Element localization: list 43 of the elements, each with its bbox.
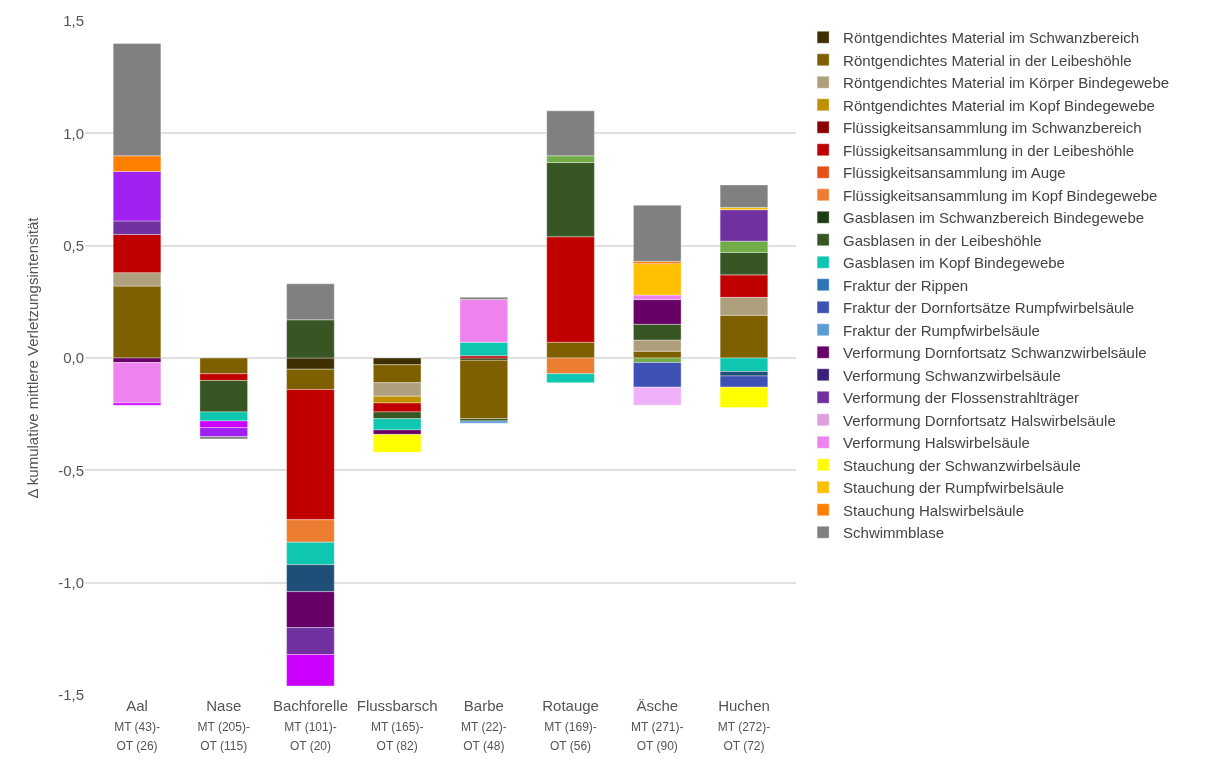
- y-tick-label: -1,5: [58, 686, 84, 704]
- x-tick-label: Rotauge MT (169)- OT (56): [542, 697, 599, 753]
- legend-label: Verformung der Flossenstrahlträger: [843, 389, 1080, 407]
- y-tick-label: 0,5: [63, 236, 84, 254]
- legend-label: Fraktur der Rumpfwirbelsäule: [843, 321, 1040, 339]
- legend-label: Verformung Schwanzwirbelsäule: [843, 366, 1061, 384]
- legend-label: Röntgendichtes Material in der Leibeshöhle: [843, 51, 1132, 69]
- legend-label: Röntgendichtes Material im Kopf Bindegewebe: [843, 96, 1155, 114]
- x-tick-label: Barbe MT (22)- OT (48): [460, 697, 507, 753]
- legend-label: Röntgendichtes Material im Körper Bindegewebe: [843, 74, 1170, 92]
- legend-label: Verformung Dornfortsatz Schwanzwirbelsäule: [843, 344, 1147, 362]
- legend-label: Gasblasen im Kopf Bindegewebe: [843, 254, 1065, 272]
- x-tick-label: Bachforelle MT (101)- OT (20): [272, 697, 348, 753]
- x-tick-label: Huchen MT (272)- OT (72): [717, 697, 771, 753]
- y-tick-label: -1,0: [58, 573, 84, 591]
- bar: [633, 204, 682, 262]
- legend-label: Flüssigkeitsansammlung im Auge: [843, 164, 1066, 182]
- legend-label: Fraktur der Rippen: [843, 276, 969, 294]
- x-tick-label: Aal MT (43)- OT (26): [114, 697, 160, 753]
- y-axis-title: Δ kumulative mittlere Verletzungsintensität: [24, 216, 42, 499]
- x-tick-label: Äsche MT (271)- OT (90): [631, 697, 684, 753]
- bar: [459, 359, 508, 419]
- x-tick-label: Nase MT (205)- OT (115): [197, 697, 250, 753]
- legend-label: Stauchung der Rumpfwirbelsäule: [843, 479, 1065, 497]
- legend-label: Flüssigkeitsansammlung im Schwanzbereich: [843, 119, 1142, 137]
- legend-label: Verformung Halswirbelsäule: [843, 434, 1030, 452]
- legend-label: Schwimmblase: [843, 524, 944, 542]
- legend-label: Gasblasen im Schwanzbereich Bindegewebe: [843, 209, 1145, 227]
- legend-label: Röntgendichtes Material im Schwanzbereich: [843, 29, 1140, 47]
- legend-label: Flüssigkeitsansammlung in der Leibeshöhle: [843, 141, 1135, 159]
- x-tick-label: Flussbarsch MT (165)- OT (82): [356, 697, 438, 753]
- y-tick-label: 1,5: [63, 12, 84, 30]
- y-tick-label: 1,0: [63, 124, 84, 142]
- y-tick-label: -0,5: [58, 461, 84, 479]
- bar: [633, 263, 682, 296]
- legend-label: Verformung Dornfortsatz Halswirbelsäule: [843, 411, 1116, 429]
- legend-label: Fraktur der Dornfortsätze Rumpfwirbelsäule: [843, 299, 1135, 317]
- y-tick-label: 0,0: [63, 349, 84, 367]
- legend-label: Stauchung der Schwanzwirbelsäule: [843, 456, 1081, 474]
- legend-label: Stauchung Halswirbelsäule: [843, 501, 1025, 519]
- legend-label: Gasblasen in der Leibeshöhle: [843, 231, 1042, 249]
- bar: [719, 184, 769, 208]
- legend-label: Flüssigkeitsansammlung im Kopf Bindegewebe: [843, 186, 1158, 204]
